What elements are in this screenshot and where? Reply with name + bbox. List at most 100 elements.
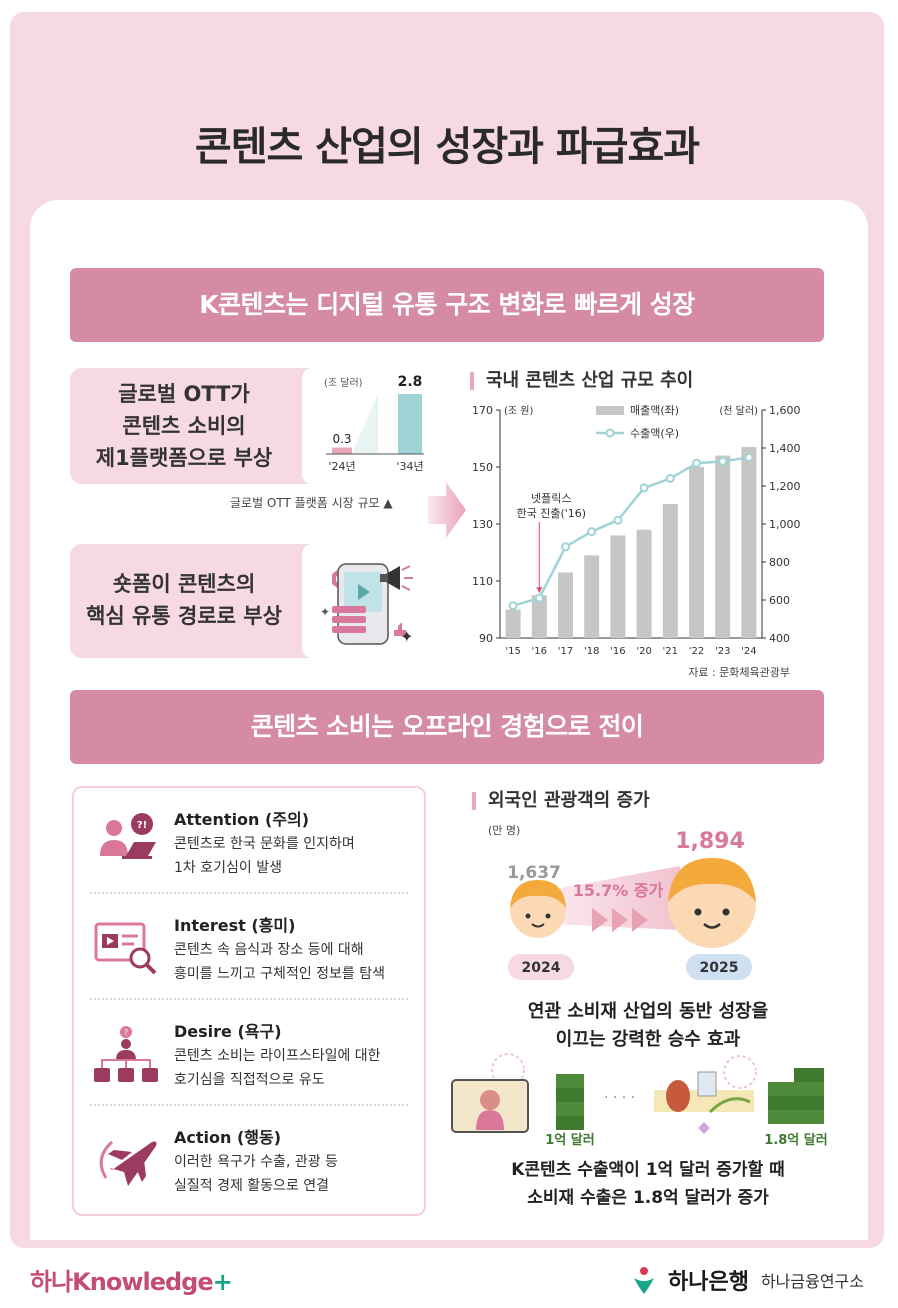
ott-bar-value-24: 0.3	[332, 432, 351, 446]
aida-desc-line: 콘텐츠로 한국 문화를 인지하며	[174, 836, 355, 852]
person-laptop-question-icon: ?!	[100, 813, 156, 859]
growth-band	[550, 866, 680, 930]
aida-title: Attention (주의)	[174, 810, 310, 829]
ott-growth-wedge	[352, 394, 378, 454]
aida-divider	[90, 998, 408, 1000]
bank-name: 하나은행	[667, 1270, 749, 1295]
left-tick-label: 170	[472, 404, 493, 417]
page-title: 콘텐츠 산업의 성장과 파급효과	[194, 124, 700, 170]
spillover-illustration: · · · · 1억 달러 1.8억 달러	[451, 1053, 828, 1148]
person-choices-icon: ?	[94, 1026, 158, 1082]
x-tick-label: '16	[532, 646, 547, 657]
shorts-text-line: 숏폼이 콘텐츠의	[112, 572, 256, 596]
ott-text: 글로벌 OTT가 콘텐츠 소비의 제1플랫폼으로 부상	[70, 378, 298, 474]
spillover-conclusion-line: K콘텐츠 수출액이 1억 달러 증가할 때	[511, 1160, 785, 1180]
chart-title: 국내 콘텐츠 산업 규모 추이	[470, 372, 693, 390]
industry-chart: 90 110 130 150 170 400 600 800 1,000 1,200 1,400 1,…	[472, 404, 801, 679]
aida-row-interest: Interest (흥미) 콘텐츠 속 음식과 장소 등에 대해 흥미를 느끼고…	[74, 894, 424, 1000]
year-2025: 2025	[700, 960, 739, 976]
tourists-value-2025: 1,894	[675, 829, 745, 854]
aida-desc: 콘텐츠 소비는 라이프스타일에 대한 호기심을 직접적으로 유도	[174, 1044, 424, 1092]
revenue-bar	[689, 467, 704, 638]
export-point	[508, 601, 518, 611]
ott-text-line: 글로벌 OTT가	[118, 382, 250, 406]
right-tick-label: 1,600	[769, 404, 801, 417]
year-2024: 2024	[522, 960, 561, 976]
ott-card: 글로벌 OTT가 콘텐츠 소비의 제1플랫폼으로 부상 (조 달러) 2.8 0…	[70, 368, 426, 484]
spillover-conclusion-line: 소비재 수출은 1.8억 달러가 증가	[527, 1188, 769, 1208]
ott-text-line: 콘텐츠 소비의	[122, 414, 246, 438]
aida-desc-line: 실질적 경제 활동으로 연결	[174, 1178, 330, 1194]
money-stack-small-icon	[556, 1074, 584, 1130]
shorts-card: 숏폼이 콘텐츠의 핵심 유통 경로로 부상 ✦ ✦	[70, 544, 426, 658]
x-tick-label: '24	[741, 646, 756, 657]
hana-bank-icon	[633, 1267, 654, 1294]
aida-divider	[90, 1104, 408, 1106]
aida-desc-line: 이러한 욕구가 수출, 관광 등	[174, 1154, 338, 1170]
right-tick-label: 1,400	[769, 442, 801, 455]
ott-bar-label-34: '34년	[396, 460, 423, 473]
consumer-goods-icon	[654, 1055, 757, 1134]
ott-caption: 글로벌 OTT 플랫폼 시장 규모 ▲	[230, 496, 393, 510]
shorts-illustration: ✦ ✦	[302, 544, 426, 658]
left-tick-label: 90	[479, 632, 493, 645]
tourists-illustration: 1,637 1,894 15.7% 증가 2024 2025	[507, 829, 756, 980]
right-axis-unit: (천 달러)	[719, 405, 758, 417]
shorts-text: 숏폼이 콘텐츠의 핵심 유통 경로로 부상	[70, 568, 298, 632]
right-tick-label: 800	[769, 556, 790, 569]
x-tick-label: '23	[715, 646, 730, 657]
revenue-bar	[715, 455, 731, 638]
revenue-bar	[584, 555, 600, 638]
ott-bar-label-24: '24년	[328, 460, 355, 473]
revenue-bar	[662, 504, 678, 638]
revenue-bar	[505, 609, 521, 638]
right-tick-label: 1,000	[769, 518, 801, 531]
export-point	[744, 453, 754, 462]
section-banner-digital: K콘텐츠는 디지털 유통 구조 변화로 빠르게 성장	[70, 268, 824, 342]
x-tick-label: '22	[689, 646, 704, 657]
left-tick-label: 130	[472, 518, 493, 531]
shorts-text-line: 핵심 유통 경로로 부상	[86, 604, 282, 628]
ott-bar-24	[332, 447, 352, 454]
revenue-bar	[741, 447, 757, 638]
hana-knowledge-text: 하나Knowledge	[30, 1268, 214, 1296]
aida-row-desire: ? Desire (욕구) 콘텐츠 소비는 라이프스타일에 대한 호기심을 직접…	[74, 1000, 424, 1106]
video-search-icon	[94, 922, 157, 975]
aida-desc-line: 1차 호기심이 발생	[174, 860, 282, 876]
right-tick-label: 600	[769, 594, 790, 607]
legend-bar-swatch	[596, 406, 624, 415]
tourists-unit: (만 명)	[488, 824, 521, 837]
year-pill-2024	[508, 954, 574, 980]
spillover-headline-line: 이끄는 강력한 승수 효과	[555, 1029, 741, 1050]
aida-title: Action (행동)	[174, 1128, 282, 1147]
export-point	[561, 542, 570, 552]
ott-mini-chart-svg: (조 달러) 2.8 0.3 '24년 '34년	[324, 374, 424, 473]
ott-bar-value-34: 2.8	[398, 374, 423, 390]
aida-desc-line: 콘텐츠 소비는 라이프스타일에 대한	[174, 1048, 381, 1064]
growth-arrows-icon	[592, 908, 648, 932]
face-2024-icon	[510, 880, 566, 938]
export-point	[613, 515, 623, 525]
x-tick-label: '16	[610, 646, 625, 657]
aida-desc-line: 흥미를 느끼고 구체적인 정보를 탐색	[174, 966, 385, 982]
revenue-bar	[636, 529, 652, 638]
left-tick-label: 150	[472, 461, 493, 474]
ott-unit: (조 달러)	[324, 377, 363, 389]
svg-text:✦: ✦	[400, 627, 413, 646]
export-line	[512, 456, 750, 607]
x-tick-label: '21	[663, 646, 678, 657]
ott-text-line: 제1플랫폼으로 부상	[95, 446, 273, 470]
revenue-bar	[531, 595, 547, 638]
x-tick-label: '20	[636, 646, 651, 657]
left-axis-unit: (조 원)	[504, 405, 533, 417]
money-label-right: 1.8억 달러	[764, 1132, 827, 1148]
legend-export: 수출액(우)	[630, 427, 679, 440]
aida-desc: 콘텐츠 속 음식과 장소 등에 대해 흥미를 느끼고 구체적인 정보를 탐색	[174, 938, 424, 986]
ott-mini-chart: (조 달러) 2.8 0.3 '24년 '34년	[302, 368, 426, 484]
hana-knowledge-logo: 하나Knowledge+	[30, 1262, 233, 1297]
export-point	[718, 456, 728, 466]
svg-text:?: ?	[124, 1028, 128, 1037]
spillover-headline: 연관 소비재 산업의 동반 성장을 이끄는 강력한 승수 효과	[470, 998, 826, 1054]
left-tick-label: 110	[472, 575, 493, 588]
aida-panel: ?! Attention (주의) 콘텐츠로 한국 문화를 인지하며 1차 호기…	[72, 786, 426, 1216]
